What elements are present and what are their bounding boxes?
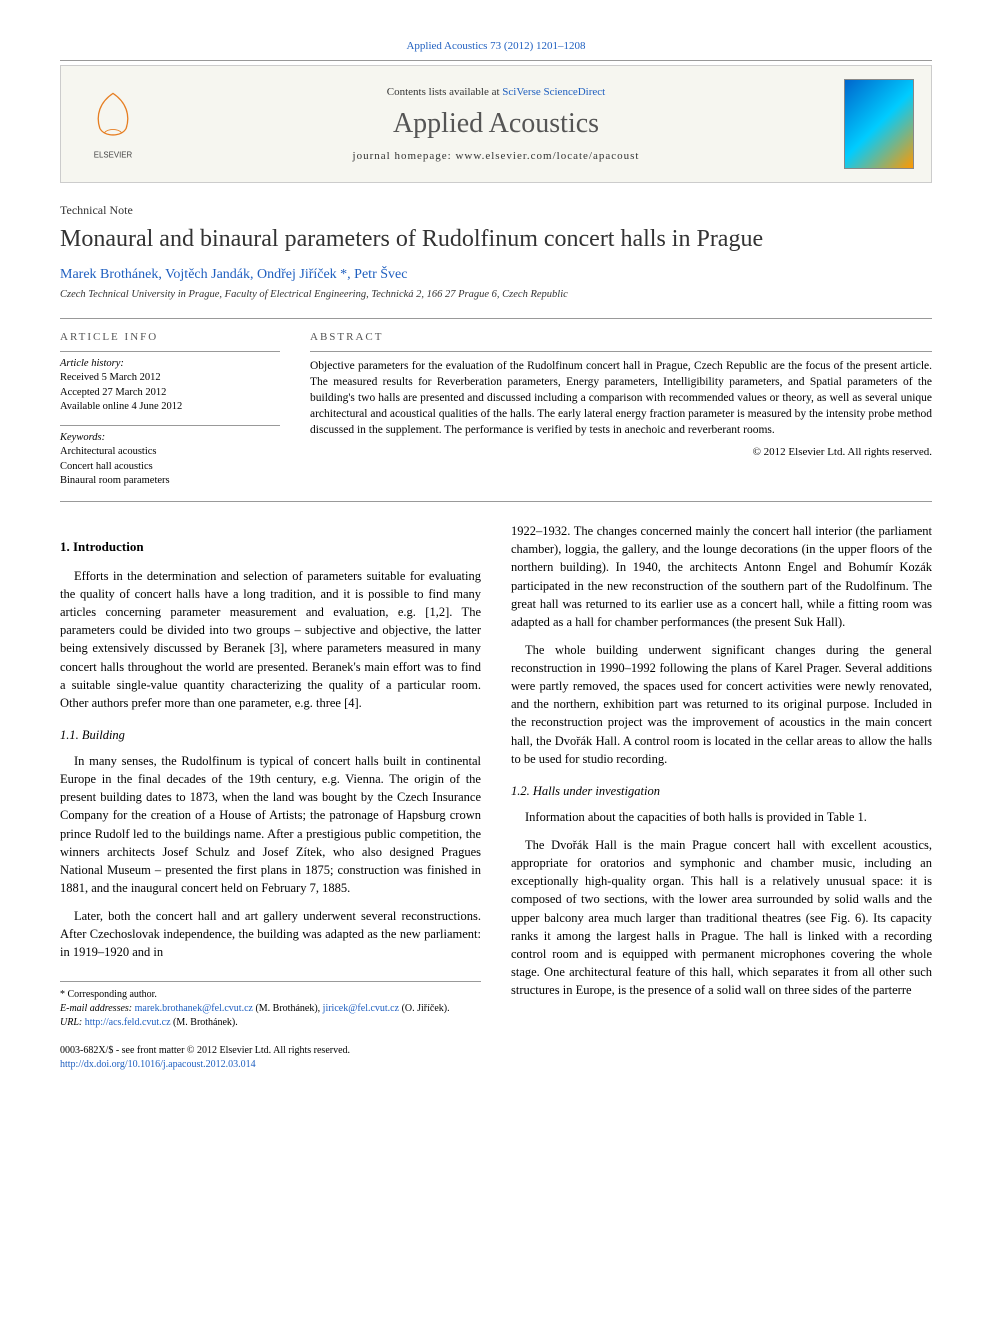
journal-banner: ELSEVIER Contents lists available at Sci… [60,65,932,183]
body-paragraph: Information about the capacities of both… [511,808,932,826]
body-paragraph: Later, both the concert hall and art gal… [60,907,481,961]
body-paragraph: In many senses, the Rudolfinum is typica… [60,752,481,897]
affiliation: Czech Technical University in Prague, Fa… [60,289,932,300]
article-info-heading: article info [60,331,280,343]
body-paragraph: 1922–1932. The changes concerned mainly … [511,522,932,631]
sciencedirect-link[interactable]: SciVerse ScienceDirect [502,86,605,98]
author-link[interactable]: Marek Brothánek, Vojtěch Jandák, Ondřej … [60,267,407,282]
keyword: Architectural acoustics [60,445,280,460]
divider [60,60,932,61]
contents-line: Contents lists available at SciVerse Sci… [153,86,839,98]
email-line: E-mail addresses: marek.brothanek@fel.cv… [60,1002,481,1016]
authors-line: Marek Brothánek, Vojtěch Jandák, Ondřej … [60,267,932,283]
citation-header: Applied Acoustics 73 (2012) 1201–1208 [60,40,932,52]
citation-link[interactable]: Applied Acoustics 73 (2012) 1201–1208 [406,40,585,52]
footnotes: * Corresponding author. E-mail addresses… [60,981,481,1030]
corresponding-note: * Corresponding author. [60,988,481,1002]
body-paragraph: Efforts in the determination and selecti… [60,567,481,712]
article-type: Technical Note [60,203,932,218]
accepted-line: Accepted 27 March 2012 [60,386,280,401]
subsection-heading: 1.1. Building [60,726,481,744]
body-paragraph: The whole building underwent significant… [511,641,932,768]
article-info-block: article info Article history: Received 5… [60,331,280,489]
doi-link[interactable]: http://dx.doi.org/10.1016/j.apacoust.201… [60,1059,256,1070]
journal-homepage: journal homepage: www.elsevier.com/locat… [153,150,839,162]
publisher-logo: ELSEVIER [73,84,153,164]
article-title: Monaural and binaural parameters of Rudo… [60,226,932,253]
footer-block: 0003-682X/$ - see front matter © 2012 El… [60,1044,481,1072]
keyword: Binaural room parameters [60,474,280,489]
body-paragraph: The Dvořák Hall is the main Prague conce… [511,836,932,999]
keyword: Concert hall acoustics [60,460,280,475]
received-line: Received 5 March 2012 [60,371,280,386]
url-link[interactable]: http://acs.feld.cvut.cz [85,1017,171,1028]
email-link[interactable]: jiricek@fel.cvut.cz [323,1003,399,1014]
subsection-heading: 1.2. Halls under investigation [511,782,932,800]
issn-line: 0003-682X/$ - see front matter © 2012 El… [60,1044,481,1058]
abstract-text: Objective parameters for the evaluation … [310,358,932,438]
right-column: 1922–1932. The changes concerned mainly … [511,522,932,1072]
journal-cover-thumb [839,74,919,174]
left-column: 1. Introduction Efforts in the determina… [60,522,481,1072]
svg-text:ELSEVIER: ELSEVIER [94,150,133,159]
email-link[interactable]: marek.brothanek@fel.cvut.cz [135,1003,253,1014]
url-line: URL: http://acs.feld.cvut.cz (M. Brothán… [60,1016,481,1030]
section-heading: 1. Introduction [60,538,481,557]
keywords-label: Keywords: [60,432,280,443]
abstract-heading: abstract [310,331,932,343]
online-line: Available online 4 June 2012 [60,400,280,415]
abstract-block: abstract Objective parameters for the ev… [310,331,932,489]
history-label: Article history: [60,358,280,369]
abstract-copyright: © 2012 Elsevier Ltd. All rights reserved… [310,446,932,458]
journal-name: Applied Acoustics [153,108,839,140]
